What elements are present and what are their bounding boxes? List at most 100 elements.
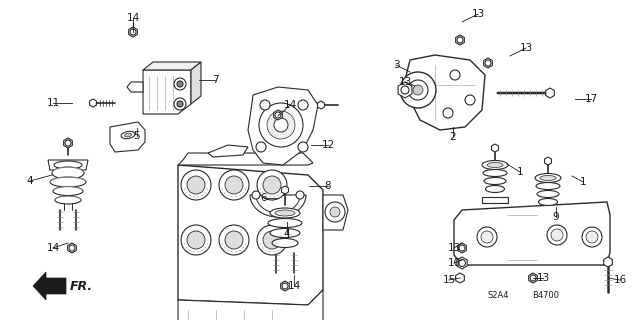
Text: FR.: FR.: [70, 279, 93, 292]
Text: 3: 3: [393, 60, 399, 70]
Circle shape: [443, 108, 453, 118]
Text: 4: 4: [27, 176, 33, 186]
Circle shape: [298, 142, 308, 152]
Circle shape: [174, 78, 186, 90]
Text: 12: 12: [321, 140, 335, 150]
Circle shape: [547, 225, 567, 245]
Circle shape: [177, 81, 183, 87]
Ellipse shape: [540, 175, 556, 180]
Polygon shape: [143, 62, 201, 70]
Circle shape: [401, 86, 409, 94]
Polygon shape: [33, 272, 66, 300]
Polygon shape: [178, 165, 323, 305]
Polygon shape: [454, 202, 610, 265]
Ellipse shape: [482, 161, 508, 170]
Circle shape: [225, 231, 243, 249]
Polygon shape: [129, 27, 138, 37]
Circle shape: [274, 118, 288, 132]
Circle shape: [181, 170, 211, 200]
Polygon shape: [456, 273, 465, 283]
Polygon shape: [546, 88, 554, 98]
Text: 13: 13: [447, 243, 461, 253]
Text: 7: 7: [212, 75, 218, 85]
Circle shape: [174, 98, 186, 110]
Polygon shape: [484, 58, 492, 68]
Text: 13: 13: [472, 9, 484, 19]
Polygon shape: [456, 35, 465, 45]
Circle shape: [400, 72, 436, 108]
Text: 16: 16: [613, 275, 627, 285]
Polygon shape: [282, 186, 289, 194]
Circle shape: [256, 142, 266, 152]
Polygon shape: [482, 197, 508, 203]
Circle shape: [260, 100, 270, 110]
Ellipse shape: [270, 208, 300, 218]
Ellipse shape: [125, 133, 131, 137]
Circle shape: [458, 260, 465, 267]
Circle shape: [259, 103, 303, 147]
Text: 13: 13: [536, 273, 550, 283]
Polygon shape: [398, 82, 412, 98]
Ellipse shape: [55, 196, 81, 204]
Circle shape: [450, 70, 460, 80]
Text: 2: 2: [450, 132, 456, 142]
Ellipse shape: [536, 182, 560, 189]
Polygon shape: [281, 281, 289, 291]
Text: 14: 14: [46, 243, 60, 253]
Ellipse shape: [268, 219, 302, 228]
Text: 6: 6: [260, 193, 268, 203]
Polygon shape: [90, 99, 97, 107]
Text: B4700: B4700: [532, 291, 559, 300]
Circle shape: [282, 283, 288, 289]
Polygon shape: [127, 82, 143, 92]
Circle shape: [252, 191, 260, 199]
Polygon shape: [458, 243, 467, 253]
Circle shape: [457, 37, 463, 43]
Polygon shape: [191, 62, 201, 104]
Text: 5: 5: [134, 131, 140, 141]
Text: S2A4: S2A4: [487, 291, 509, 300]
Circle shape: [263, 231, 281, 249]
Circle shape: [69, 245, 75, 251]
Circle shape: [130, 29, 136, 35]
Polygon shape: [317, 101, 324, 109]
Text: 1: 1: [580, 177, 586, 187]
Circle shape: [219, 170, 249, 200]
Circle shape: [257, 170, 287, 200]
Ellipse shape: [53, 187, 83, 196]
Polygon shape: [48, 160, 88, 170]
Circle shape: [477, 227, 497, 247]
Polygon shape: [529, 273, 538, 283]
Ellipse shape: [537, 190, 559, 197]
Polygon shape: [208, 145, 248, 157]
Ellipse shape: [52, 167, 84, 179]
Ellipse shape: [275, 210, 295, 216]
Polygon shape: [535, 210, 561, 216]
Ellipse shape: [50, 177, 86, 187]
Circle shape: [187, 231, 205, 249]
Polygon shape: [250, 195, 306, 217]
Ellipse shape: [483, 170, 507, 177]
Polygon shape: [323, 195, 348, 230]
Circle shape: [485, 60, 491, 66]
Text: 14: 14: [287, 281, 301, 291]
Polygon shape: [274, 110, 282, 120]
Circle shape: [408, 80, 428, 100]
Text: 14: 14: [126, 13, 140, 23]
Circle shape: [296, 191, 304, 199]
Polygon shape: [248, 87, 318, 165]
Circle shape: [459, 245, 465, 251]
Ellipse shape: [486, 186, 504, 193]
Circle shape: [582, 227, 602, 247]
Circle shape: [219, 225, 249, 255]
Circle shape: [457, 275, 463, 281]
Circle shape: [263, 176, 281, 194]
Circle shape: [298, 100, 308, 110]
Text: 9: 9: [553, 212, 559, 222]
Circle shape: [65, 140, 71, 146]
Circle shape: [275, 112, 281, 118]
Text: 11: 11: [46, 98, 60, 108]
Circle shape: [413, 85, 423, 95]
Text: 1: 1: [516, 167, 524, 177]
Text: 14: 14: [284, 100, 296, 110]
